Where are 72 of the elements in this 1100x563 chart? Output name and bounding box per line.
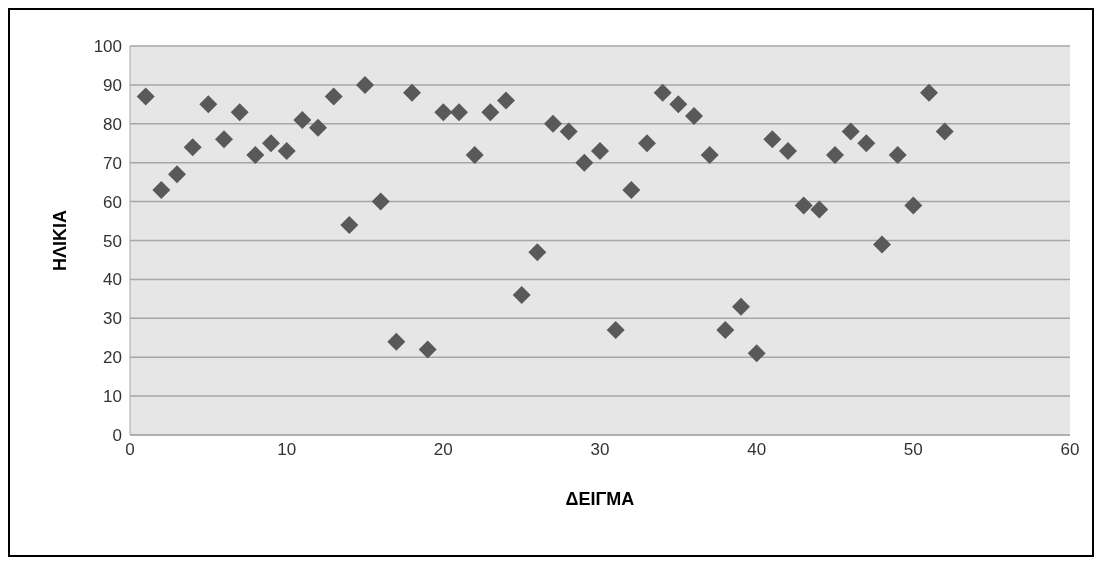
- point: [873, 235, 891, 254]
- y-tick-label: 60: [103, 192, 122, 212]
- point: [544, 114, 562, 133]
- point: [262, 134, 280, 153]
- point: [152, 180, 171, 199]
- point: [168, 165, 186, 184]
- point: [418, 340, 437, 359]
- point: [481, 103, 500, 122]
- point: [575, 153, 594, 172]
- point: [638, 134, 656, 153]
- x-axis-title: ΔΕΙΓΜΑ: [565, 489, 635, 509]
- x-tick-label: 50: [903, 440, 923, 460]
- point: [136, 87, 155, 106]
- y-tick-label: 100: [93, 37, 122, 57]
- point: [591, 142, 609, 161]
- point: [559, 122, 578, 141]
- y-tick-label: 20: [103, 348, 122, 368]
- point: [450, 103, 468, 122]
- point: [841, 122, 860, 141]
- point: [700, 145, 719, 164]
- x-tick-label: 30: [590, 440, 610, 460]
- point: [669, 95, 688, 114]
- y-tick-label: 0: [112, 426, 122, 446]
- point: [794, 196, 813, 215]
- point: [685, 107, 703, 126]
- point: [857, 134, 876, 153]
- y-tick-label: 30: [103, 309, 122, 329]
- point: [810, 200, 829, 219]
- point: [653, 83, 672, 102]
- x-tick-label: 60: [1060, 440, 1080, 460]
- point: [277, 142, 296, 161]
- point: [246, 145, 265, 164]
- y-tick-label: 90: [103, 75, 122, 95]
- y-tick-label: 50: [103, 231, 122, 251]
- x-tick-label: 0: [125, 440, 135, 460]
- y-tick-label: 80: [103, 114, 122, 134]
- point: [497, 91, 515, 110]
- point: [371, 192, 390, 211]
- point: [512, 285, 531, 304]
- x-tick-label: 20: [433, 440, 453, 460]
- point: [528, 243, 547, 262]
- point: [716, 320, 735, 339]
- y-tick-label: 10: [103, 387, 122, 407]
- point: [324, 87, 343, 106]
- point: [763, 130, 782, 149]
- point: [622, 180, 641, 199]
- point: [465, 145, 484, 164]
- point: [199, 95, 218, 114]
- point: [606, 320, 625, 339]
- point: [904, 196, 923, 215]
- point: [340, 215, 359, 234]
- x-tick-label: 10: [277, 440, 297, 460]
- point: [403, 83, 421, 102]
- point: [747, 344, 766, 363]
- point: [387, 332, 406, 351]
- point: [230, 103, 249, 122]
- point: [826, 145, 844, 164]
- point: [920, 83, 938, 102]
- y-tick-label: 70: [103, 153, 122, 173]
- point: [215, 130, 233, 149]
- point: [434, 103, 453, 122]
- point: [935, 122, 954, 141]
- point: [732, 297, 750, 316]
- point: [779, 142, 797, 161]
- point: [888, 145, 907, 164]
- point: [356, 75, 374, 94]
- point: [309, 118, 327, 137]
- point: [293, 110, 312, 129]
- point: [183, 138, 202, 157]
- y-axis-title: ΗΛΙΚΙΑ: [50, 209, 71, 272]
- x-tick-label: 40: [747, 440, 767, 460]
- y-tick-label: 40: [103, 270, 122, 290]
